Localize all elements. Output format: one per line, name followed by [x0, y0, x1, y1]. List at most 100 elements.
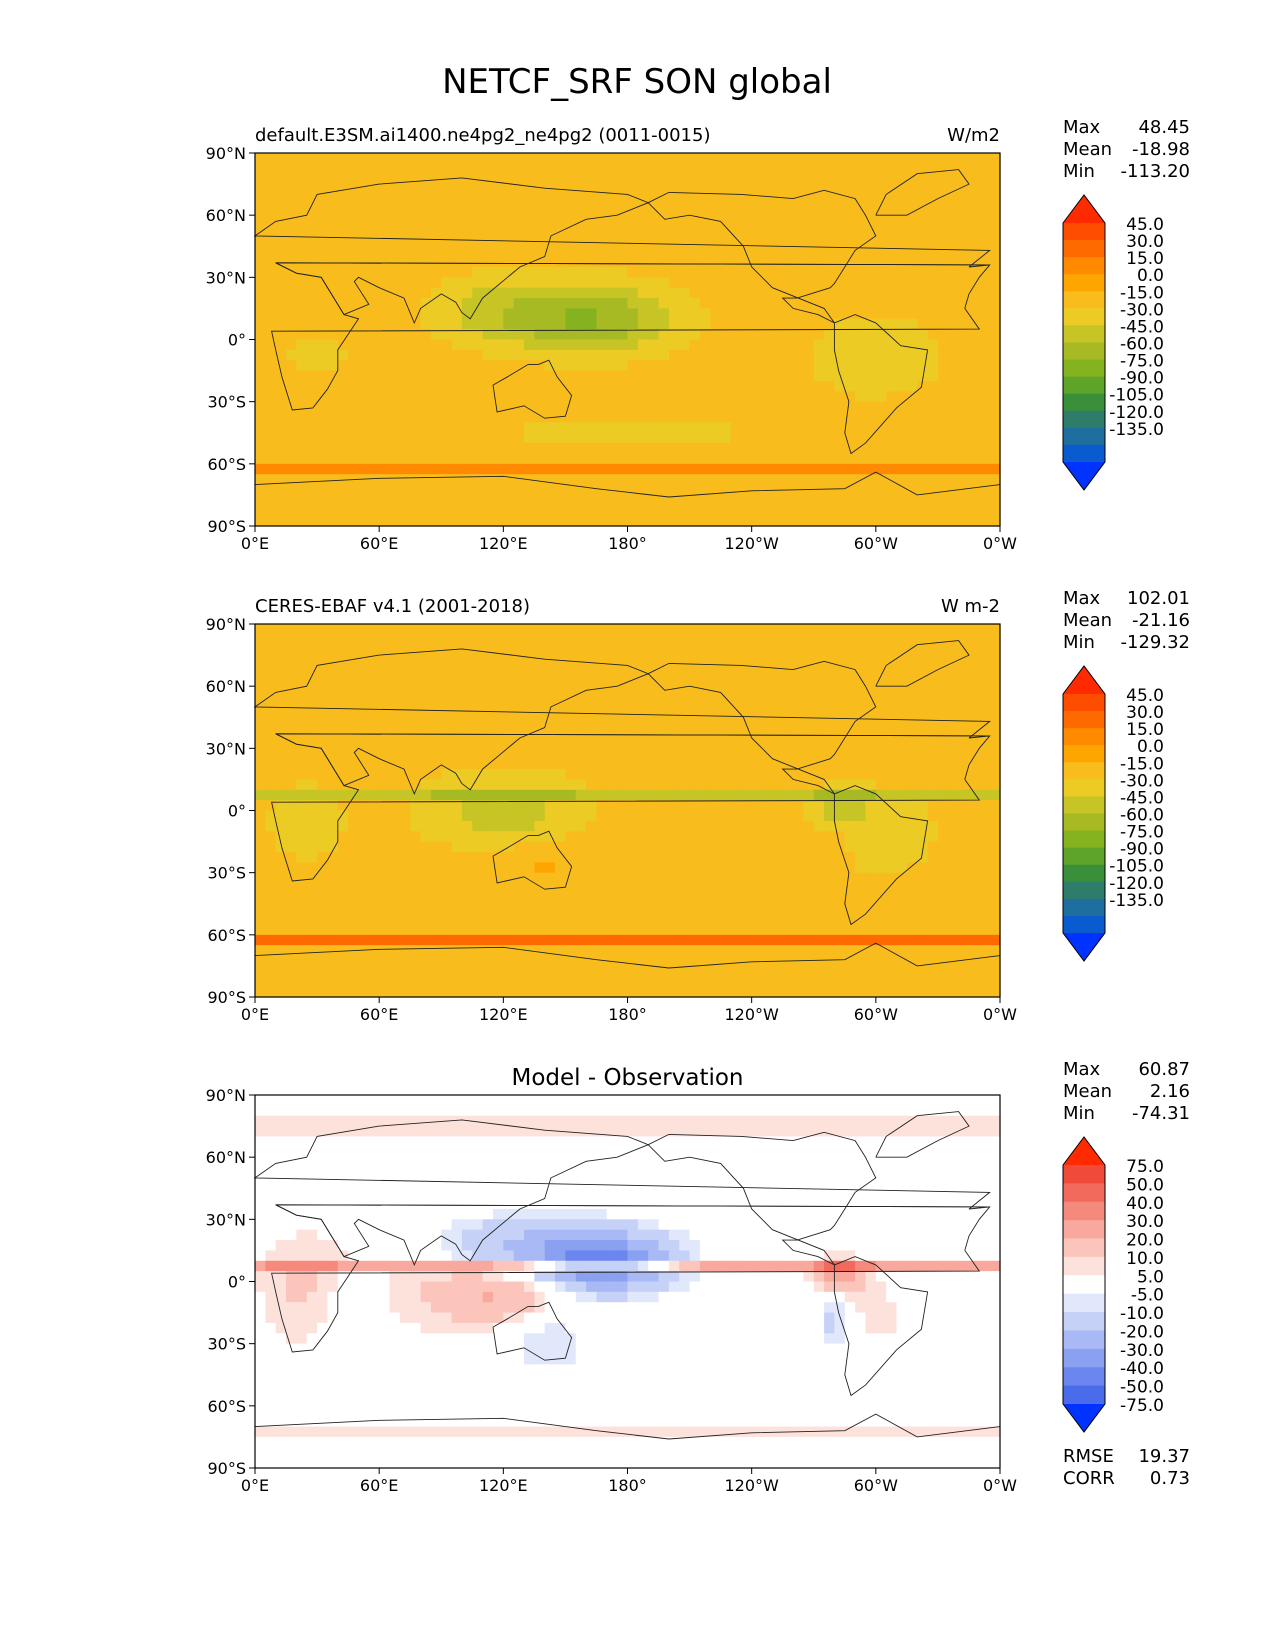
map-cell [255, 872, 266, 884]
map-cell [772, 339, 784, 351]
map-cell [534, 872, 546, 884]
map-cell [937, 758, 949, 770]
map-cell [968, 644, 980, 656]
map-cell [327, 474, 339, 486]
map-cell [658, 789, 670, 801]
map-cell [627, 370, 639, 382]
map-cell [668, 266, 680, 278]
map-cell [317, 432, 329, 444]
map-cell [482, 717, 494, 729]
map-cell [875, 924, 887, 936]
map-cell [917, 820, 929, 832]
map-cell [668, 225, 680, 237]
map-cell [275, 914, 287, 926]
map-cell [782, 453, 794, 465]
map-cell [296, 934, 308, 946]
map-cell [927, 308, 939, 320]
map-cell [275, 727, 287, 739]
map-cell [575, 686, 587, 698]
map-cell [906, 665, 918, 677]
map-cell [296, 893, 308, 905]
map-cell [368, 277, 380, 289]
map-cell [679, 924, 691, 936]
map-cell [803, 298, 815, 310]
map-cell [875, 696, 887, 708]
map-cell [286, 820, 297, 832]
map-cell [886, 494, 898, 506]
map-cell [762, 820, 773, 832]
map-cell [979, 484, 991, 496]
map-cell [699, 474, 711, 486]
map-cell [544, 432, 556, 444]
map-cell [482, 675, 494, 687]
colorbar-segment [1063, 342, 1105, 361]
map-cell [730, 412, 742, 423]
map-cell [275, 432, 287, 444]
map-cell [379, 349, 391, 361]
map-cell [668, 360, 680, 372]
map-cell [596, 173, 608, 185]
map-cell [513, 287, 525, 299]
map-cell [617, 194, 629, 206]
map-cell [627, 318, 639, 330]
map-cell [399, 862, 411, 874]
map-cell [275, 634, 287, 646]
map-cell [461, 686, 473, 698]
map-cell [989, 329, 1001, 341]
map-cell [927, 443, 939, 455]
map-cell [337, 370, 349, 382]
map-cell [968, 789, 980, 801]
map-cell [596, 872, 608, 884]
map-cell [937, 934, 949, 946]
map-cell [968, 820, 980, 832]
map-cell [420, 401, 432, 413]
map-cell [327, 903, 339, 915]
map-cell [513, 934, 525, 946]
map-cell [886, 235, 898, 247]
map-cell [824, 717, 836, 729]
map-cell [555, 831, 567, 843]
map-cell [844, 215, 856, 227]
map-cell [482, 665, 494, 677]
map-cell [492, 287, 504, 299]
map-cell [886, 624, 898, 635]
map-cell [492, 769, 504, 781]
map-cell [420, 624, 432, 635]
map-cell [555, 686, 567, 698]
map-cell [927, 696, 939, 708]
map-cell [472, 474, 484, 486]
map-cell [358, 235, 370, 247]
map-cell [555, 851, 567, 863]
map-cell [762, 494, 773, 506]
map-cell [410, 634, 422, 646]
map-cell [679, 474, 691, 486]
map-cell [720, 453, 732, 465]
map-cell [265, 717, 277, 729]
map-cell [668, 298, 680, 310]
map-cell [451, 194, 463, 206]
map-cell [844, 453, 856, 465]
map-cell [575, 432, 587, 444]
map-cell [958, 360, 970, 372]
map-cell [482, 173, 494, 185]
map-cell [958, 696, 970, 708]
map-cell [803, 308, 815, 320]
map-cell [865, 883, 877, 894]
map-cell [658, 349, 670, 361]
map-cell [451, 474, 463, 486]
map-cell [886, 831, 898, 843]
map-cell [327, 779, 339, 791]
map-cell [958, 820, 970, 832]
map-cell [886, 153, 898, 164]
map-cell [575, 644, 587, 656]
map-cell [720, 748, 732, 760]
map-cell [917, 153, 929, 164]
map-cell [337, 318, 349, 330]
map-cell [896, 893, 908, 905]
map-cell [337, 727, 349, 739]
map-cell [399, 872, 411, 884]
map-cell [637, 903, 649, 915]
map-cell [968, 308, 980, 320]
map-cell [637, 505, 649, 517]
map-cell [420, 789, 432, 801]
